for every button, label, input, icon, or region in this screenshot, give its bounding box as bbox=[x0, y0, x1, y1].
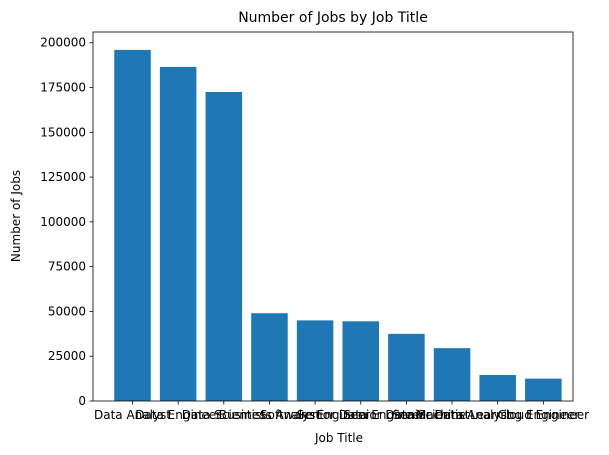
bar bbox=[479, 375, 516, 401]
bar bbox=[388, 333, 425, 401]
bar bbox=[342, 321, 380, 401]
plot-frame bbox=[92, 31, 574, 402]
x-tick-label: Data Engineer bbox=[135, 408, 221, 422]
y-axis-label: Number of Jobs bbox=[9, 170, 23, 262]
x-tick-label: Cloud Engineer bbox=[498, 408, 590, 422]
bar bbox=[114, 49, 151, 401]
y-tick-label: 75000 bbox=[48, 260, 86, 274]
bar bbox=[525, 378, 562, 401]
bar bbox=[205, 92, 243, 401]
y-axis: 0 25000 50000 75000 100000 125000 150000 175000… bbox=[40, 36, 93, 408]
chart-title: Number of Jobs by Job Title bbox=[238, 10, 428, 26]
y-tick-label: 50000 bbox=[48, 304, 86, 318]
y-tick-label: 150000 bbox=[40, 125, 86, 139]
bar bbox=[296, 320, 334, 401]
x-tick-label: Machine Learning Engineer bbox=[416, 408, 579, 422]
x-tick-label: Senior Data Scientist bbox=[343, 408, 469, 422]
x-axis-label: Job Title bbox=[314, 431, 363, 445]
y-tick-label: 25000 bbox=[48, 349, 86, 363]
y-tick-label: 200000 bbox=[40, 36, 86, 50]
bar bbox=[433, 348, 471, 401]
bar bbox=[159, 66, 197, 402]
x-tick-label: Software Engineer bbox=[260, 408, 370, 422]
y-tick-label: 175000 bbox=[40, 81, 86, 95]
y-tick-label: 0 bbox=[78, 394, 86, 408]
x-tick-label: Senior Data Analyst bbox=[393, 408, 512, 422]
x-tick-label: Data Scientist bbox=[182, 408, 266, 422]
bar bbox=[251, 313, 288, 401]
x-tick-label: Business Analyst bbox=[219, 408, 321, 422]
y-tick-label: 125000 bbox=[40, 170, 86, 184]
y-tick-label: 100000 bbox=[40, 215, 86, 229]
x-tick-label: Data Analyst bbox=[94, 408, 171, 422]
x-tick-label: Senior Data Engineer bbox=[297, 408, 425, 422]
bars-group bbox=[114, 49, 562, 402]
